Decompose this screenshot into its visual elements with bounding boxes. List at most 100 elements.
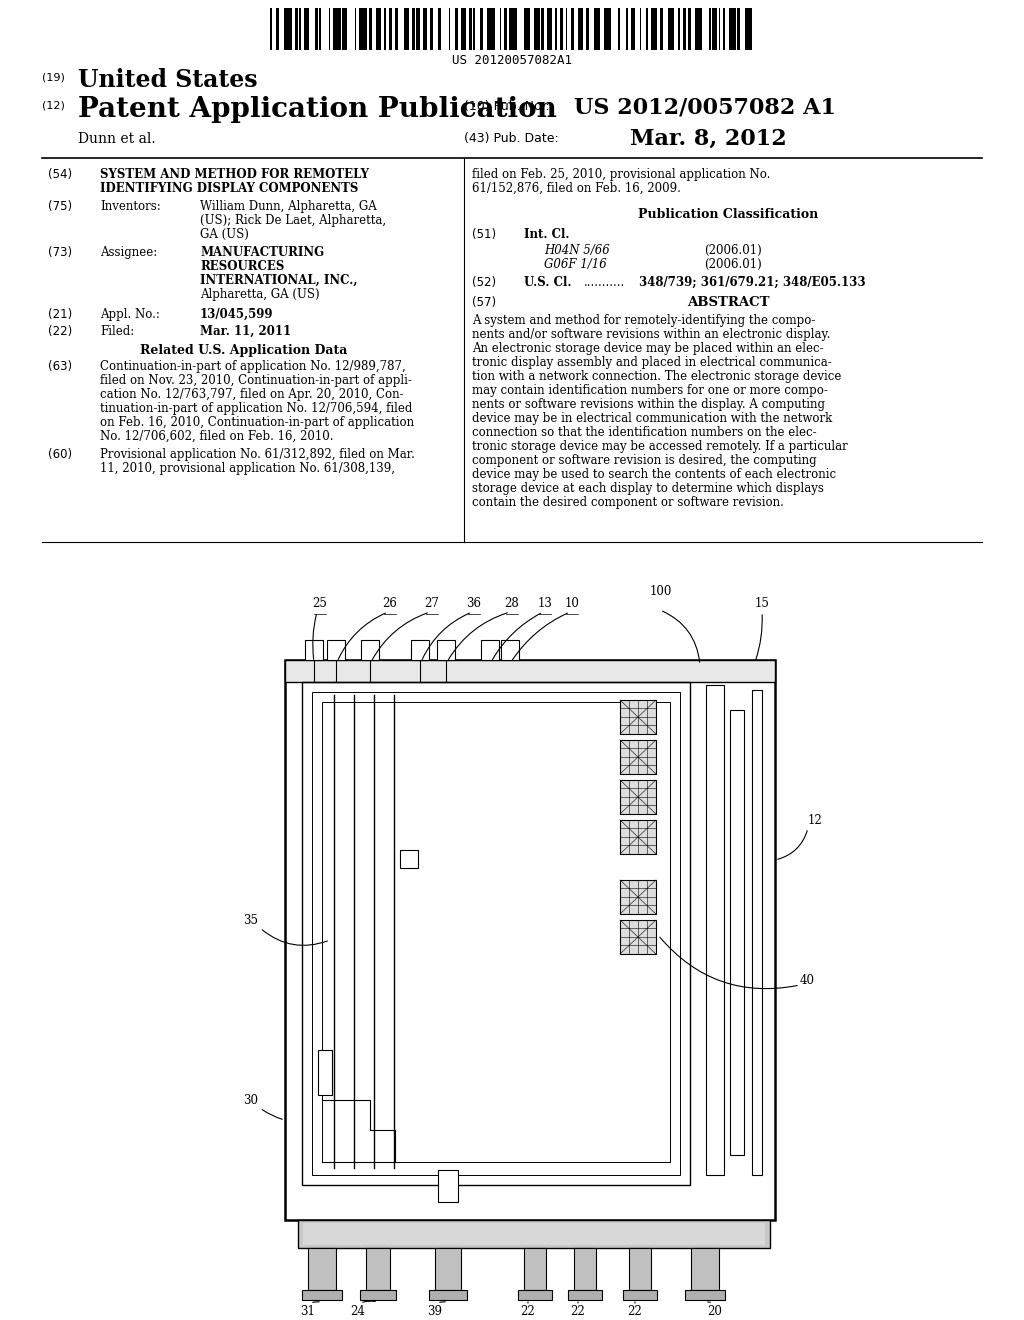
Text: (10) Pub. No.:: (10) Pub. No.: bbox=[464, 100, 550, 114]
Text: 11, 2010, provisional application No. 61/308,139,: 11, 2010, provisional application No. 61… bbox=[100, 462, 395, 475]
Bar bbox=[276, 8, 280, 50]
Text: 25: 25 bbox=[312, 597, 328, 610]
Bar bbox=[395, 8, 398, 50]
Text: (22): (22) bbox=[48, 325, 73, 338]
Bar bbox=[333, 8, 341, 50]
Text: tion with a network connection. The electronic storage device: tion with a network connection. The elec… bbox=[472, 370, 842, 383]
Text: ABSTRACT: ABSTRACT bbox=[687, 296, 769, 309]
Bar bbox=[303, 1224, 765, 1245]
Bar bbox=[285, 660, 775, 1220]
Bar bbox=[620, 741, 656, 774]
Text: tinuation-in-part of application No. 12/706,594, filed: tinuation-in-part of application No. 12/… bbox=[100, 403, 413, 414]
Bar bbox=[314, 8, 317, 50]
Bar bbox=[618, 8, 620, 50]
Bar bbox=[683, 8, 686, 50]
Text: 31: 31 bbox=[301, 1305, 315, 1317]
Text: Mar. 8, 2012: Mar. 8, 2012 bbox=[630, 128, 786, 150]
Text: may contain identification numbers for one or more compo-: may contain identification numbers for o… bbox=[472, 384, 827, 397]
Bar bbox=[302, 682, 690, 1185]
Text: (21): (21) bbox=[48, 308, 73, 321]
Bar bbox=[629, 1247, 651, 1290]
Text: (52): (52) bbox=[472, 276, 496, 289]
Text: Publication Classification: Publication Classification bbox=[638, 209, 818, 220]
Bar bbox=[713, 8, 717, 50]
Bar bbox=[369, 8, 372, 50]
Text: (12): (12) bbox=[42, 100, 65, 110]
Bar bbox=[308, 1247, 336, 1290]
Text: Mar. 11, 2011: Mar. 11, 2011 bbox=[200, 325, 291, 338]
Bar bbox=[360, 1290, 396, 1300]
Text: component or software revision is desired, the computing: component or software revision is desire… bbox=[472, 454, 816, 467]
Bar bbox=[438, 1170, 458, 1203]
Text: 22: 22 bbox=[520, 1305, 536, 1317]
Bar bbox=[566, 8, 567, 50]
Bar bbox=[568, 1290, 602, 1300]
Text: An electronic storage device may be placed within an elec-: An electronic storage device may be plac… bbox=[472, 342, 823, 355]
Text: Continuation-in-part of application No. 12/989,787,: Continuation-in-part of application No. … bbox=[100, 360, 406, 374]
Bar bbox=[631, 8, 635, 50]
Text: 22: 22 bbox=[628, 1305, 642, 1317]
Bar bbox=[660, 8, 664, 50]
Bar bbox=[361, 640, 379, 660]
Text: United States: United States bbox=[78, 69, 258, 92]
Bar bbox=[487, 8, 495, 50]
Text: Related U.S. Application Data: Related U.S. Application Data bbox=[140, 345, 348, 356]
Bar bbox=[354, 8, 356, 50]
Text: cation No. 12/763,797, filed on Apr. 20, 2010, Con-: cation No. 12/763,797, filed on Apr. 20,… bbox=[100, 388, 403, 401]
Bar bbox=[719, 8, 720, 50]
Text: MANUFACTURING: MANUFACTURING bbox=[200, 246, 325, 259]
Bar bbox=[384, 8, 386, 50]
Bar bbox=[752, 690, 762, 1175]
Bar bbox=[626, 8, 628, 50]
Text: 24: 24 bbox=[350, 1305, 366, 1317]
Text: (63): (63) bbox=[48, 360, 72, 374]
Text: nents and/or software revisions within an electronic display.: nents and/or software revisions within a… bbox=[472, 327, 830, 341]
Bar bbox=[710, 8, 711, 50]
Text: 30: 30 bbox=[243, 1093, 258, 1106]
Text: U.S. Cl.: U.S. Cl. bbox=[524, 276, 571, 289]
Bar bbox=[455, 8, 458, 50]
Text: (57): (57) bbox=[472, 296, 496, 309]
Bar bbox=[542, 8, 545, 50]
Bar bbox=[322, 702, 670, 1162]
Bar bbox=[688, 8, 691, 50]
Bar bbox=[359, 8, 368, 50]
Text: 61/152,876, filed on Feb. 16, 2009.: 61/152,876, filed on Feb. 16, 2009. bbox=[472, 182, 681, 195]
Bar bbox=[305, 640, 323, 660]
Bar bbox=[302, 1290, 342, 1300]
Text: 12: 12 bbox=[808, 813, 822, 826]
Text: 28: 28 bbox=[505, 597, 519, 610]
Text: nents or software revisions within the display. A computing: nents or software revisions within the d… bbox=[472, 399, 825, 411]
Text: 13/045,599: 13/045,599 bbox=[200, 308, 273, 321]
Text: Filed:: Filed: bbox=[100, 325, 134, 338]
Bar bbox=[285, 660, 775, 682]
Text: A system and method for remotely-identifying the compo-: A system and method for remotely-identif… bbox=[472, 314, 815, 327]
Bar bbox=[429, 1290, 467, 1300]
Bar bbox=[430, 8, 433, 50]
Bar bbox=[620, 700, 656, 734]
Text: US 20120057082A1: US 20120057082A1 bbox=[452, 54, 572, 67]
Bar bbox=[295, 8, 298, 50]
Bar bbox=[620, 820, 656, 854]
Text: IDENTIFYING DISPLAY COMPONENTS: IDENTIFYING DISPLAY COMPONENTS bbox=[100, 182, 358, 195]
Bar bbox=[534, 8, 540, 50]
Text: INTERNATIONAL, INC.,: INTERNATIONAL, INC., bbox=[200, 275, 357, 286]
Text: 36: 36 bbox=[467, 597, 481, 610]
Bar bbox=[298, 1220, 770, 1247]
Bar bbox=[594, 8, 600, 50]
Text: filed on Feb. 25, 2010, provisional application No.: filed on Feb. 25, 2010, provisional appl… bbox=[472, 168, 770, 181]
Text: 35: 35 bbox=[243, 913, 258, 927]
Text: US 2012/0057082 A1: US 2012/0057082 A1 bbox=[574, 96, 836, 117]
Bar bbox=[744, 8, 753, 50]
Text: Assignee:: Assignee: bbox=[100, 246, 158, 259]
Bar bbox=[548, 8, 552, 50]
Bar bbox=[555, 8, 557, 50]
Text: on Feb. 16, 2010, Continuation-in-part of application: on Feb. 16, 2010, Continuation-in-part o… bbox=[100, 416, 414, 429]
Bar bbox=[319, 8, 321, 50]
Bar bbox=[650, 8, 656, 50]
Bar bbox=[270, 8, 271, 50]
Text: (2006.01): (2006.01) bbox=[705, 257, 762, 271]
Bar bbox=[586, 8, 589, 50]
Text: (51): (51) bbox=[472, 228, 496, 242]
Text: (19): (19) bbox=[42, 73, 65, 82]
